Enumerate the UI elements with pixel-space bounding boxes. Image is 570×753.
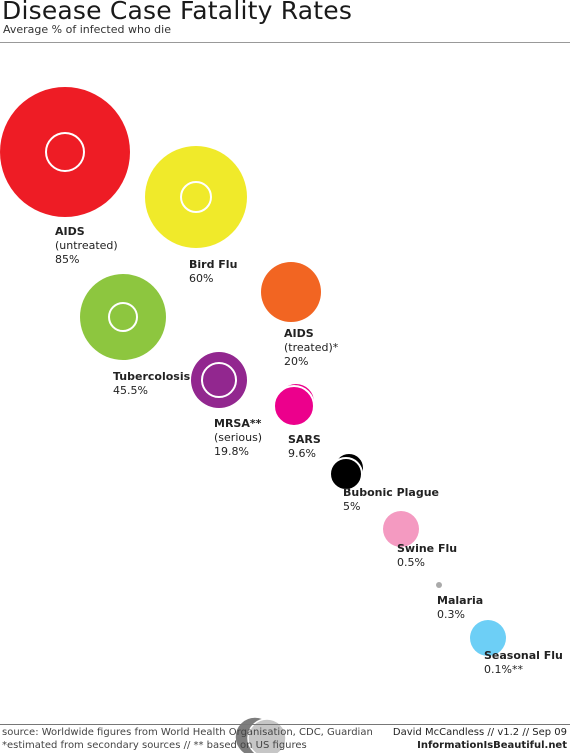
bubble: [436, 582, 442, 588]
footnote: *estimated from secondary sources // ** …: [2, 740, 307, 751]
author-credit: David McCandless // v1.2 // Sep 09: [392, 727, 567, 738]
bubble-name-label: AIDS: [284, 327, 314, 340]
bubble-value-label: 45.5%: [113, 384, 148, 397]
bubble-inner-ring: [201, 362, 237, 398]
bubble: [0, 87, 130, 217]
bubble-qualifier-label: (treated)*: [284, 341, 339, 354]
bubble: [145, 146, 247, 248]
bubble-value-label: 0.1%**: [484, 663, 523, 676]
bubble: [261, 262, 321, 322]
header-divider: [0, 42, 570, 43]
bubble-name-label: Bird Flu: [189, 258, 237, 271]
bubble: [329, 457, 363, 491]
page-title: Disease Case Fatality Rates: [2, 0, 353, 25]
bubble-value-label: 0.3%: [437, 608, 465, 621]
bubble: [80, 274, 166, 360]
site-link[interactable]: InformationIsBeautiful.net: [417, 740, 567, 751]
bubble-group: AIDS(untreated)85%: [0, 87, 130, 266]
bubble-inner-ring: [108, 302, 138, 332]
bubble-name-label: Seasonal Flu: [484, 649, 563, 662]
bubble: [470, 620, 506, 656]
decorative-circle: [247, 718, 287, 753]
bubble-name-label: AIDS: [55, 225, 85, 238]
bubble-group: AIDS(treated)*20%: [261, 262, 339, 368]
bubble: [383, 511, 419, 547]
bubble: [273, 385, 315, 427]
source-note: source: Worldwide figures from World Hea…: [2, 727, 373, 738]
bubble-qualifier-label: (serious): [214, 431, 262, 444]
bubble-value-label: 0.5%: [397, 556, 425, 569]
bubble-value-label: 60%: [189, 272, 213, 285]
bubble-value-label: 19.8%: [214, 445, 249, 458]
bubble-name-label: Malaria: [437, 594, 483, 607]
bubble-name-label: Bubonic Plague: [343, 486, 439, 499]
bubble-qualifier-label: (untreated): [55, 239, 118, 252]
bubble-value-label: 20%: [284, 355, 308, 368]
bubble: [191, 352, 247, 408]
bubble-inner-ring: [45, 132, 85, 172]
bubble-inner-ring: [180, 181, 212, 213]
bubble-name-label: Tubercolosis: [113, 370, 191, 383]
bubble-name-label: Swine Flu: [397, 542, 457, 555]
bubble-group: MRSA**(serious)19.8%: [191, 352, 262, 458]
bubble-name-label: SARS: [288, 433, 321, 446]
footer-divider: [0, 724, 570, 725]
page-subtitle: Average % of infected who die: [3, 23, 171, 36]
bubble-value-label: 5%: [343, 500, 360, 513]
bubble-value-label: 9.6%: [288, 447, 316, 460]
bubble-value-label: 85%: [55, 253, 79, 266]
bubble-name-label: MRSA**: [214, 417, 262, 430]
